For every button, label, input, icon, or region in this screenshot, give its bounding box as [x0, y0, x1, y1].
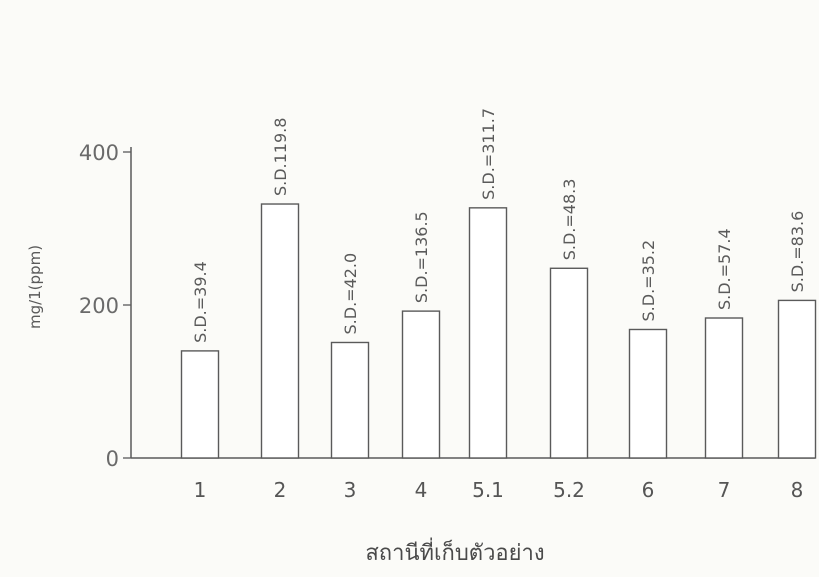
sd-annotation: S.D.=42.0	[341, 253, 360, 335]
x-tick-label: 3	[344, 478, 357, 502]
y-tick-label: 0	[106, 447, 119, 471]
y-axis-label: mg/1(ppm)	[26, 245, 44, 329]
bar	[704, 317, 744, 459]
bars: 1 2 3 4 5.1 5.2 6 7 8	[180, 203, 817, 502]
bar	[330, 341, 370, 459]
axes: 0 200 400	[79, 141, 815, 471]
bar	[180, 350, 220, 459]
sd-annotation: S.D.=136.5	[412, 211, 431, 303]
bar	[468, 207, 508, 459]
sd-annotation: S.D.=311.7	[479, 108, 498, 200]
sd-annotations: S.D.=39.4 S.D.119.8 S.D.=42.0 S.D.=136.5 S.D…	[191, 108, 807, 343]
sd-annotation: S.D.=35.2	[639, 240, 658, 322]
sd-annotation: S.D.=39.4	[191, 261, 210, 343]
sd-annotation: S.D.=57.4	[715, 228, 734, 310]
x-tick-label: 8	[791, 478, 804, 502]
y-tick-label: 400	[79, 141, 119, 165]
bar	[549, 267, 589, 459]
x-tick-label: 4	[415, 478, 428, 502]
x-axis-label: สถานีที่เก็บตัวอย่าง	[365, 537, 544, 566]
x-tick-label: 1	[194, 478, 207, 502]
sd-annotation: S.D.119.8	[271, 118, 290, 196]
bar	[260, 203, 300, 459]
y-tick-label: 200	[79, 294, 119, 318]
x-tick-label: 6	[642, 478, 655, 502]
x-tick-label: 2	[274, 478, 287, 502]
bar	[628, 328, 668, 459]
sd-annotation: S.D.=48.3	[560, 179, 579, 261]
x-tick-label: 7	[718, 478, 731, 502]
x-tick-label: 5.1	[472, 478, 504, 502]
bar	[777, 299, 817, 459]
x-tick-label: 5.2	[553, 478, 585, 502]
sd-annotation: S.D.=83.6	[788, 211, 807, 293]
bar	[401, 310, 441, 459]
